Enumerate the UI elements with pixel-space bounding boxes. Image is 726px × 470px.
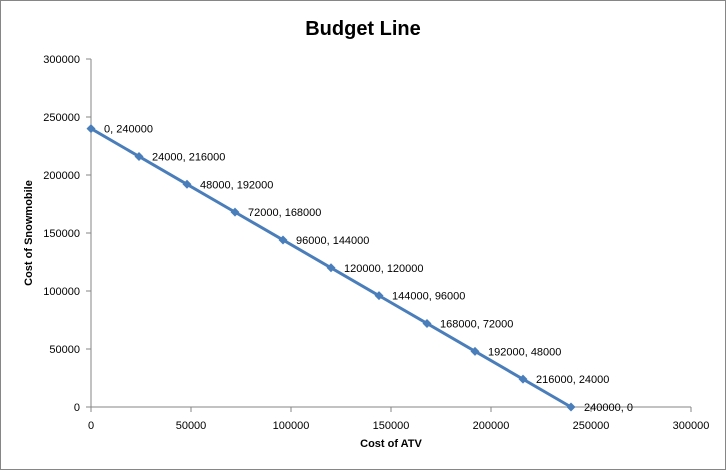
y-tick-label: 300000: [43, 54, 80, 66]
x-tick-label: 0: [88, 420, 94, 432]
y-tick-label: 150000: [43, 228, 80, 240]
data-label: 120000, 120000: [344, 263, 424, 275]
data-label: 192000, 48000: [488, 346, 561, 358]
y-tick-label: 250000: [43, 112, 80, 124]
data-point-marker: [518, 374, 528, 384]
data-label: 72000, 168000: [248, 207, 321, 219]
chart-title: Budget Line: [305, 18, 421, 40]
y-tick-label: 50000: [49, 344, 80, 356]
data-label: 96000, 144000: [296, 235, 369, 247]
x-tick-label: 250000: [573, 420, 610, 432]
data-point-marker: [86, 124, 96, 134]
x-axis-title: Cost of ATV: [360, 438, 422, 450]
data-point-marker: [134, 151, 144, 161]
y-tick-label: 100000: [43, 286, 80, 298]
x-tick-label: 50000: [176, 420, 207, 432]
x-tick-label: 200000: [473, 420, 510, 432]
x-tick-label: 150000: [373, 420, 410, 432]
y-tick-label: 0: [74, 402, 80, 414]
y-axis-title: Cost of Snowmobile: [23, 180, 35, 286]
data-point-marker: [422, 318, 432, 328]
y-tick-label: 200000: [43, 170, 80, 182]
data-label: 240000, 0: [584, 402, 633, 414]
data-point-marker: [278, 235, 288, 245]
x-tick-label: 100000: [273, 420, 310, 432]
data-point-marker: [326, 263, 336, 273]
data-point-marker: [182, 179, 192, 189]
data-label: 0, 240000: [104, 124, 153, 136]
data-point-marker: [470, 346, 480, 356]
data-label: 24000, 216000: [152, 151, 225, 163]
data-label: 144000, 96000: [392, 291, 465, 303]
data-point-marker: [230, 207, 240, 217]
data-label: 216000, 24000: [536, 374, 609, 386]
data-point-marker: [566, 402, 576, 412]
data-label: 168000, 72000: [440, 318, 513, 330]
data-point-marker: [374, 291, 384, 301]
data-label: 48000, 192000: [200, 179, 273, 191]
x-tick-label: 300000: [673, 420, 710, 432]
